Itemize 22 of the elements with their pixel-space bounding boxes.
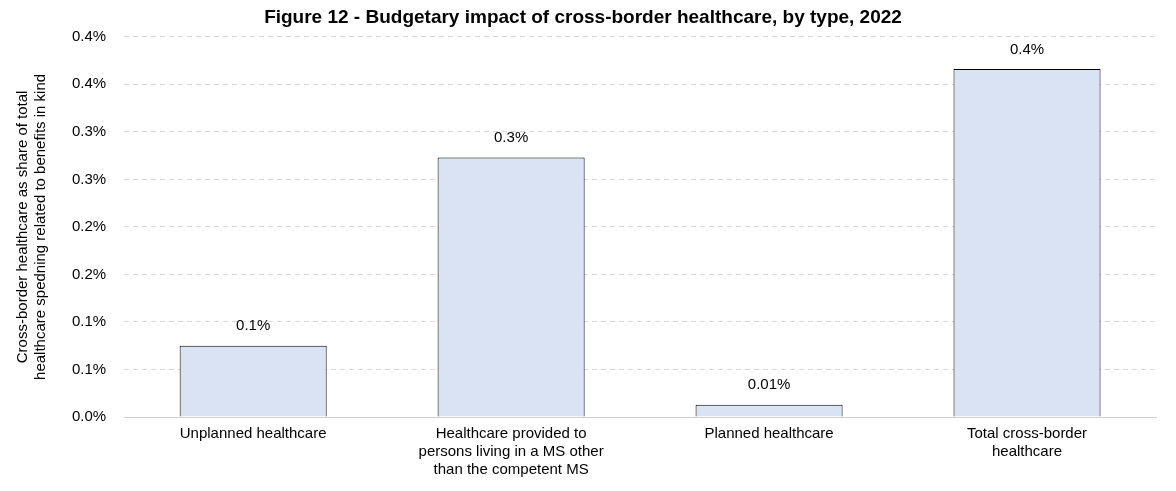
- category-label: Healthcare provided to: [435, 424, 587, 442]
- chart-title: Figure 12 - Budgetary impact of cross-border healthcare, by type, 2022: [264, 5, 902, 27]
- y-tick-label: 0.2%: [71, 217, 107, 235]
- y-tick-label: 0.4%: [71, 26, 107, 44]
- y-tick-label: 0.4%: [71, 74, 107, 92]
- category-label: healthcare: [991, 442, 1063, 460]
- category-label: persons living in a MS other: [418, 442, 604, 460]
- y-tick-label: 0.3%: [71, 121, 107, 139]
- y-tick-label: 0.1%: [71, 312, 107, 330]
- category-label: than the competent MS: [433, 460, 589, 478]
- y-axis-title: Cross-border healthcare as share of total healthcare spedning related to benefits in kind: [13, 73, 49, 380]
- data-label: 0.1%: [236, 316, 271, 334]
- y-tick-label: 0.2%: [71, 264, 107, 282]
- y-tick-label: 0.1%: [71, 359, 107, 377]
- y-tick-label: 0.0%: [71, 407, 107, 425]
- category-label: Total cross-border: [967, 424, 1088, 442]
- category-label: Unplanned healthcare: [179, 424, 327, 442]
- category-label: Planned healthcare: [704, 424, 834, 442]
- data-label: 0.4%: [1009, 39, 1045, 57]
- data-label: 0.3%: [494, 128, 529, 146]
- y-tick-label: 0.3%: [71, 169, 107, 187]
- data-label: 0.01%: [747, 375, 791, 393]
